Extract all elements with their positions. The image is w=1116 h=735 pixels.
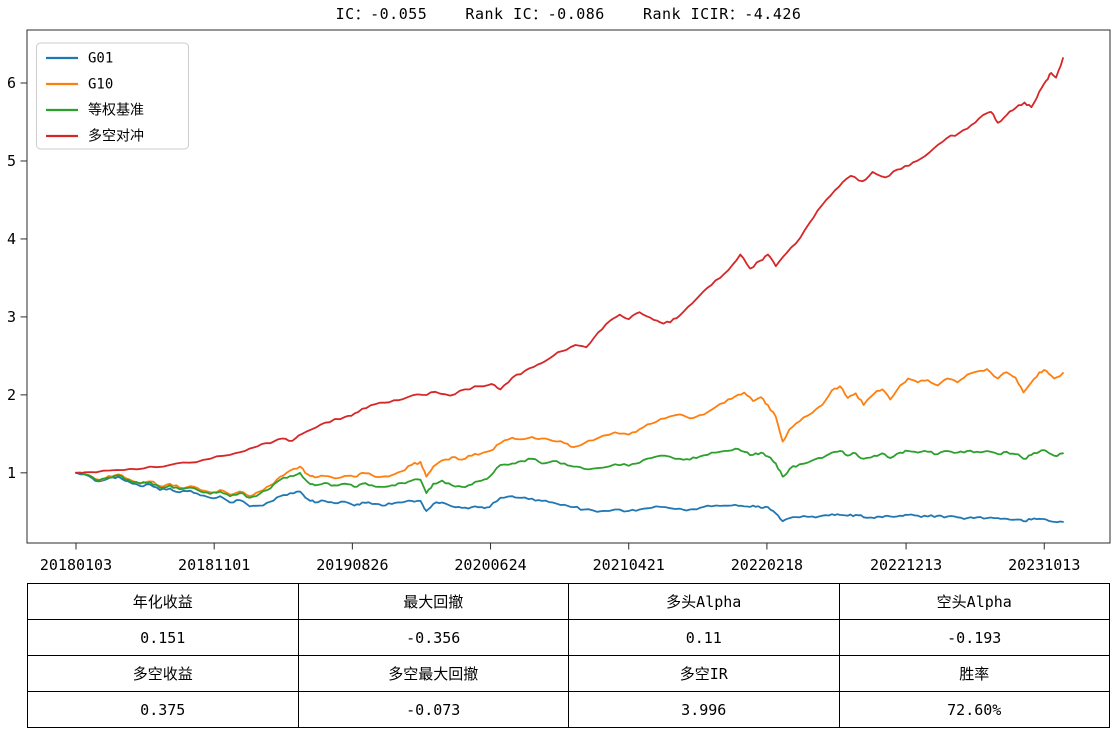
chart-title: IC：-0.055 Rank IC：-0.086 Rank ICIR：-4.42… <box>335 5 802 23</box>
y-tick-label: 5 <box>7 152 16 170</box>
series-line-多空对冲 <box>75 57 1064 475</box>
y-tick-label: 6 <box>7 74 16 92</box>
series-line-G10 <box>75 368 1064 498</box>
metric-header-cell: 多空收益 <box>27 655 299 692</box>
metrics-header-row: 多空收益 多空最大回撤 多空IR 胜率 <box>27 655 1110 692</box>
metric-value-cell: 72.60% <box>838 691 1110 728</box>
metric-value-cell: -0.193 <box>838 619 1110 656</box>
series-line-G01 <box>75 471 1064 524</box>
metric-value-cell: -0.356 <box>297 619 569 656</box>
series-line-等权基准 <box>75 447 1064 499</box>
legend-label-G10: G10 <box>88 77 113 93</box>
legend-label-G01: G01 <box>88 51 113 67</box>
legend-label-等权基准: 等权基准 <box>88 102 144 119</box>
x-tick-label: 20221213 <box>870 556 942 574</box>
metrics-table-grid: 年化收益 最大回撤 多头Alpha 空头Alpha 0.151 -0.356 0.11 -0.… <box>27 583 1110 728</box>
metric-value-cell: -0.073 <box>297 691 569 728</box>
metric-value-cell: 0.11 <box>568 619 840 656</box>
x-tick-label: 20181101 <box>178 556 250 574</box>
metrics-value-row: 0.151 -0.356 0.11 -0.193 <box>27 619 1110 656</box>
x-tick-label: 20210421 <box>593 556 665 574</box>
metric-header-cell: 多空最大回撤 <box>297 655 569 692</box>
x-tick-label: 20200624 <box>454 556 526 574</box>
axes-frame <box>26 29 1111 544</box>
metric-value-cell: 0.375 <box>27 691 299 728</box>
metric-header-cell: 年化收益 <box>27 583 299 620</box>
metric-header-cell: 多头Alpha <box>568 583 840 620</box>
metrics-table: 年化收益 最大回撤 多头Alpha 空头Alpha 0.151 -0.356 0.11 -0.… <box>27 583 1110 728</box>
x-tick-label: 20180103 <box>40 556 112 574</box>
metrics-value-row: 0.375 -0.073 3.996 72.60% <box>27 691 1110 728</box>
performance-chart: 1 2 3 4 5 6 20180103 20181101 20190826 20200624 20… <box>7 29 1111 574</box>
metric-header-cell: 多空IR <box>568 655 840 692</box>
x-tick-label: 20231013 <box>1008 556 1080 574</box>
metric-header-cell: 最大回撤 <box>297 583 569 620</box>
y-tick-label: 3 <box>7 308 16 326</box>
metric-header-cell: 胜率 <box>838 655 1110 692</box>
metrics-header-row: 年化收益 最大回撤 多头Alpha 空头Alpha <box>27 583 1110 620</box>
metric-value-cell: 3.996 <box>568 691 840 728</box>
metric-value-cell: 0.151 <box>27 619 299 656</box>
legend-label-多空对冲: 多空对冲 <box>88 128 144 145</box>
y-tick-label: 4 <box>7 230 16 248</box>
metric-header-cell: 空头Alpha <box>838 583 1110 620</box>
x-tick-label: 20190826 <box>316 556 388 574</box>
x-tick-label: 20220218 <box>731 556 803 574</box>
y-tick-label: 1 <box>7 464 16 482</box>
legend-box <box>36 42 189 150</box>
y-tick-label: 2 <box>7 386 16 404</box>
